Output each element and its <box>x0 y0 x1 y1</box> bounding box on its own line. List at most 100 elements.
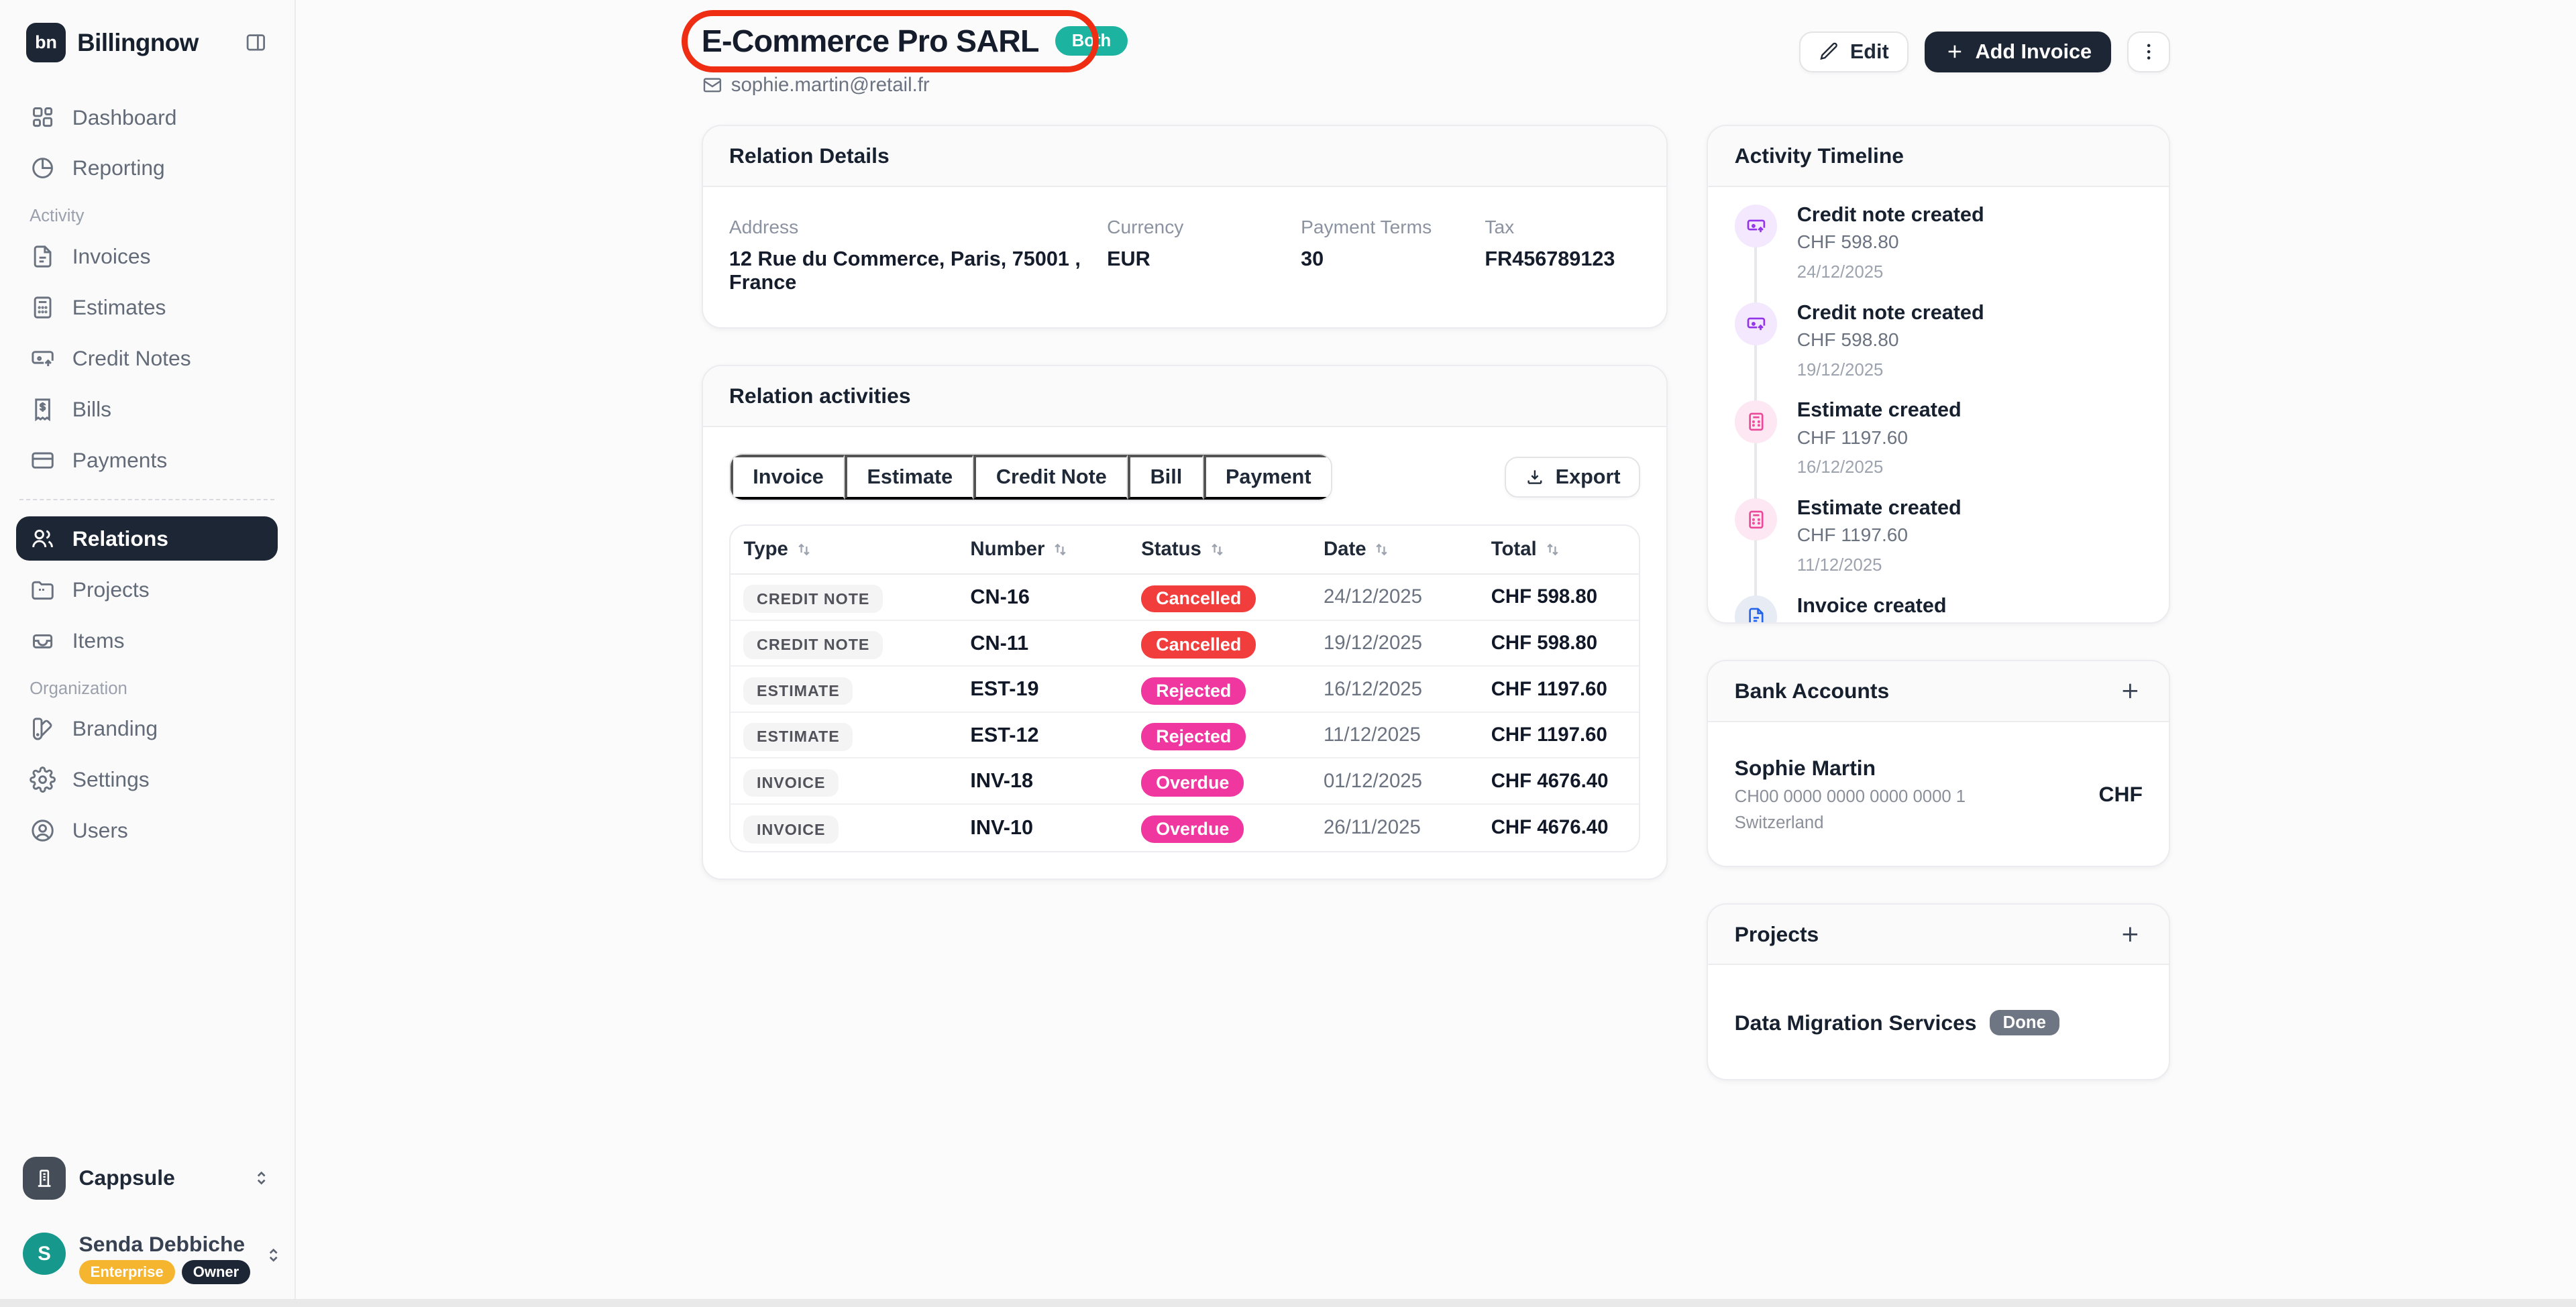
avatar: S <box>23 1232 66 1275</box>
add-project-button[interactable] <box>2118 922 2143 947</box>
sidebar-item-label: Projects <box>72 577 150 602</box>
timeline-amount: CHF 598.80 <box>1796 231 1899 253</box>
timeline-amount: CHF 1197.60 <box>1796 427 1909 448</box>
card-title: Projects <box>1734 921 1819 946</box>
sidebar-item-dashboard[interactable]: Dashboard <box>16 95 278 139</box>
sidebar-item-label: Items <box>72 628 125 652</box>
main-content: E-Commerce Pro SARL Both sophie.martin@r… <box>296 0 2576 1307</box>
sort-icon <box>795 541 813 559</box>
gear-icon <box>30 766 56 793</box>
user-meta: Senda Debbiche Enterprise Owner <box>78 1233 251 1285</box>
status-badge: Overdue <box>1141 769 1244 797</box>
receipt-icon <box>30 396 56 422</box>
sidebar-item-items[interactable]: Items <box>16 618 278 663</box>
sidebar-item-users[interactable]: Users <box>16 809 278 853</box>
timeline-title: Credit note created <box>1796 300 1984 324</box>
logo-row: bn Billingnow <box>16 19 278 66</box>
type-badge: INVOICE <box>743 769 839 797</box>
sidebar-item-relations[interactable]: Relations <box>16 516 278 561</box>
card-title: Bank Accounts <box>1734 679 1890 703</box>
table-row[interactable]: CREDIT NOTE CN-16 Cancelled 24/12/2025 C… <box>730 575 1639 621</box>
project-row[interactable]: Data Migration Services Done <box>1708 965 2169 1079</box>
timeline-date: 16/12/2025 <box>1796 458 1884 477</box>
document-date: 16/12/2025 <box>1323 677 1422 700</box>
sidebar-item-credit-notes[interactable]: Credit Notes <box>16 337 278 381</box>
sidebar-item-payments[interactable]: Payments <box>16 438 278 482</box>
pencil-icon <box>1819 41 1840 62</box>
timeline-item: Credit note created CHF 598.80 19/12/202… <box>1734 300 2143 399</box>
sidebar-item-invoices[interactable]: Invoices <box>16 235 278 279</box>
timeline-title: Estimate created <box>1796 496 1962 520</box>
status-badge: Cancelled <box>1141 585 1256 613</box>
sidebar-collapse-icon[interactable] <box>244 30 268 55</box>
workspace-switcher[interactable]: Cappsule <box>16 1150 278 1206</box>
sidebar-item-branding[interactable]: Branding <box>16 707 278 751</box>
bank-account-row: Sophie Martin CH00 0000 0000 0000 0000 1… <box>1708 722 2169 866</box>
card-title: Relation Details <box>729 143 890 168</box>
role-badge: Owner <box>181 1260 251 1285</box>
app-name: Billingnow <box>77 28 199 56</box>
sidebar-item-estimates[interactable]: Estimates <box>16 286 278 330</box>
relation-type-badge: Both <box>1055 26 1128 56</box>
tab-invoice[interactable]: Invoice <box>730 454 845 500</box>
sort-icon <box>1373 541 1391 559</box>
document-total: CHF 598.80 <box>1491 585 1598 608</box>
tab-bill[interactable]: Bill <box>1128 454 1203 500</box>
sidebar-item-label: Branding <box>72 716 158 741</box>
sidebar-item-reporting[interactable]: Reporting <box>16 146 278 190</box>
column-header-total[interactable]: Total <box>1491 538 1625 561</box>
timeline-date: 11/12/2025 <box>1796 556 1882 575</box>
download-icon <box>1524 467 1546 488</box>
sort-icon <box>1544 541 1562 559</box>
document-number: EST-12 <box>970 723 1039 746</box>
document-total: CHF 4676.40 <box>1491 816 1609 839</box>
sidebar-item-bills[interactable]: Bills <box>16 387 278 431</box>
relation-details-card: Relation Details Address 12 Rue du Comme… <box>701 124 1668 329</box>
tab-estimate[interactable]: Estimate <box>845 454 974 500</box>
tab-payment[interactable]: Payment <box>1203 454 1331 500</box>
relation-email: sophie.martin@retail.fr <box>702 74 1128 97</box>
sidebar-bottom: Cappsule S Senda Debbiche Enterprise Own… <box>16 1150 278 1285</box>
bank-account-iban: CH00 0000 0000 0000 0000 1 <box>1734 787 1966 807</box>
credit-card-icon <box>30 447 56 473</box>
sidebar-item-settings[interactable]: Settings <box>16 758 278 802</box>
kebab-icon <box>2137 40 2160 63</box>
add-invoice-button[interactable]: Add Invoice <box>1925 31 2111 72</box>
timeline-amount: CHF 598.80 <box>1796 329 1899 351</box>
activity-timeline-card: Activity Timeline Credit note created CH… <box>1707 124 2171 624</box>
status-badge: Cancelled <box>1141 631 1256 659</box>
grid-icon <box>30 104 56 130</box>
table-row[interactable]: CREDIT NOTE CN-11 Cancelled 19/12/2025 C… <box>730 621 1639 667</box>
table-row[interactable]: INVOICE INV-10 Overdue 26/11/2025 CHF 46… <box>731 805 1639 851</box>
credit-note-icon <box>1734 205 1778 248</box>
sort-icon <box>1208 541 1226 559</box>
table-row[interactable]: INVOICE INV-18 Overdue 01/12/2025 CHF 46… <box>730 758 1639 805</box>
column-header-type[interactable]: Type <box>743 538 970 561</box>
field-tax: Tax FR456789123 <box>1485 216 1615 271</box>
table-row[interactable]: ESTIMATE EST-12 Rejected 11/12/2025 CHF … <box>730 713 1639 759</box>
timeline-date: 24/12/2025 <box>1796 263 1884 282</box>
sidebar-item-label: Invoices <box>72 244 151 269</box>
column-header-status[interactable]: Status <box>1141 538 1324 561</box>
tab-credit-note[interactable]: Credit Note <box>973 454 1128 500</box>
document-total: CHF 1197.60 <box>1491 724 1607 746</box>
status-badge: Rejected <box>1141 677 1246 705</box>
sidebar-item-label: Users <box>72 818 128 843</box>
column-header-number[interactable]: Number <box>970 538 1141 561</box>
document-date: 11/12/2025 <box>1323 724 1421 746</box>
add-bank-account-button[interactable] <box>2118 679 2143 703</box>
export-button[interactable]: Export <box>1505 457 1640 498</box>
table-row[interactable]: ESTIMATE EST-19 Rejected 16/12/2025 CHF … <box>730 667 1639 713</box>
sidebar-item-label: Credit Notes <box>72 346 191 371</box>
sidebar-section-activity: Activity <box>30 207 85 226</box>
column-header-date[interactable]: Date <box>1324 538 1491 561</box>
timeline-date: 19/12/2025 <box>1796 360 1884 380</box>
sidebar-item-projects[interactable]: Projects <box>16 567 278 612</box>
activity-type-tabs: Invoice Estimate Credit Note Bill Paymen… <box>729 453 1332 502</box>
header-actions: Edit Add Invoice <box>1799 31 2171 72</box>
edit-button[interactable]: Edit <box>1799 31 1909 72</box>
more-options-button[interactable] <box>2127 31 2171 72</box>
card-arrow-up-icon <box>30 345 56 372</box>
document-number: CN-11 <box>970 631 1029 655</box>
user-menu[interactable]: S Senda Debbiche Enterprise Owner <box>16 1232 278 1285</box>
